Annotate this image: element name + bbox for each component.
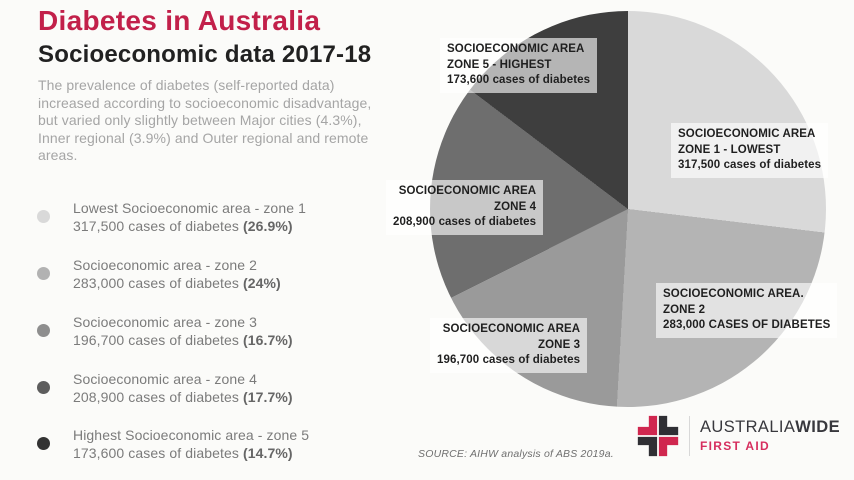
legend-color-dot-zone4 bbox=[37, 381, 50, 394]
legend-cases: 317,500 cases of diabetes bbox=[73, 218, 239, 234]
legend-item-zone4: Socioeconomic area - zone 4 208,900 case… bbox=[30, 370, 293, 406]
legend-percent: (26.9%) bbox=[242, 218, 293, 234]
legend-percent: (16.7%) bbox=[242, 332, 293, 348]
pie-label-line: ZONE 3 bbox=[538, 338, 581, 351]
legend-label: Socioeconomic area - zone 3 bbox=[73, 314, 258, 330]
pie-label-zone4: SOCIOECONOMIC AREA ZONE 4 208,900 cases … bbox=[386, 180, 544, 235]
brand-name-regular: AUSTRALIA bbox=[700, 417, 796, 436]
page-subtitle: Socioeconomic data 2017-18 bbox=[38, 41, 372, 68]
pie-label-line: ZONE 4 bbox=[494, 200, 537, 213]
first-aid-cross-icon bbox=[637, 415, 679, 457]
pie-label-line: ZONE 2 bbox=[663, 303, 706, 316]
pie-label-line: ZONE 5 - HIGHEST bbox=[447, 58, 552, 71]
legend-item-zone2: Socioeconomic area - zone 2 283,000 case… bbox=[30, 256, 281, 292]
pie-label-zone1: SOCIOECONOMIC AREA ZONE 1 - LOWEST 317,5… bbox=[671, 123, 829, 178]
pie-label-line: SOCIOECONOMIC AREA bbox=[442, 323, 581, 335]
pie-label-line: 196,700 cases of diabetes bbox=[437, 354, 581, 366]
brand-name-bold: WIDE bbox=[795, 417, 840, 436]
legend-item-zone5: Highest Socioeconomic area - zone 5 173,… bbox=[30, 426, 309, 462]
pie-label-line: 317,500 cases of diabetes bbox=[678, 159, 822, 171]
legend-cases: 283,000 cases of diabetes bbox=[73, 275, 239, 291]
pie-label-line: SOCIOECONOMIC AREA bbox=[447, 43, 585, 55]
pie-label-line: SOCIOECONOMIC AREA. bbox=[663, 288, 804, 300]
legend-percent: (17.7%) bbox=[242, 389, 293, 405]
legend-label: Socioeconomic area - zone 2 bbox=[73, 257, 258, 273]
legend-color-dot-zone3 bbox=[37, 324, 50, 337]
pie-label-line: 173,600 cases of diabetes bbox=[447, 74, 591, 86]
pie-label-zone3: SOCIOECONOMIC AREA ZONE 3 196,700 cases … bbox=[430, 318, 588, 373]
legend-label: Socioeconomic area - zone 4 bbox=[73, 371, 258, 387]
legend-percent: (24%) bbox=[242, 275, 281, 291]
legend-color-dot-zone5 bbox=[37, 437, 50, 450]
legend-percent: (14.7%) bbox=[242, 445, 293, 461]
pie-label-zone5: SOCIOECONOMIC AREA ZONE 5 - HIGHEST 173,… bbox=[440, 38, 598, 93]
pie-label-line: SOCIOECONOMIC AREA bbox=[678, 128, 816, 140]
legend-item-zone1: Lowest Socioeconomic area - zone 1 317,5… bbox=[30, 199, 306, 235]
legend-color-dot-zone1 bbox=[37, 210, 50, 223]
brand-tagline: FIRST AID bbox=[700, 438, 770, 453]
pie-label-line: SOCIOECONOMIC AREA bbox=[398, 185, 537, 197]
page-title: Diabetes in Australia bbox=[38, 5, 321, 36]
pie-label-zone2: SOCIOECONOMIC AREA. ZONE 2 283,000 CASES… bbox=[656, 283, 838, 338]
pie-label-line: 208,900 cases of diabetes bbox=[393, 216, 537, 228]
legend-label: Highest Socioeconomic area - zone 5 bbox=[73, 427, 310, 443]
pie-label-line: ZONE 1 - LOWEST bbox=[678, 143, 781, 156]
pie-label-line: 283,000 CASES OF DIABETES bbox=[663, 319, 831, 331]
legend-cases: 196,700 cases of diabetes bbox=[73, 332, 239, 348]
logo-divider bbox=[689, 416, 690, 456]
legend-item-zone3: Socioeconomic area - zone 3 196,700 case… bbox=[30, 313, 293, 349]
brand-name: AUSTRALIAWIDE bbox=[700, 418, 840, 436]
legend-color-dot-zone2 bbox=[37, 267, 50, 280]
brand-logo: AUSTRALIAWIDE FIRST AID bbox=[636, 414, 840, 458]
legend-cases: 208,900 cases of diabetes bbox=[73, 389, 239, 405]
legend-label: Lowest Socioeconomic area - zone 1 bbox=[73, 200, 306, 216]
intro-paragraph: The prevalence of diabetes (self-reporte… bbox=[38, 77, 372, 164]
legend-cases: 173,600 cases of diabetes bbox=[73, 445, 239, 461]
source-note: SOURCE: AIHW analysis of ABS 2019a. bbox=[418, 448, 614, 460]
